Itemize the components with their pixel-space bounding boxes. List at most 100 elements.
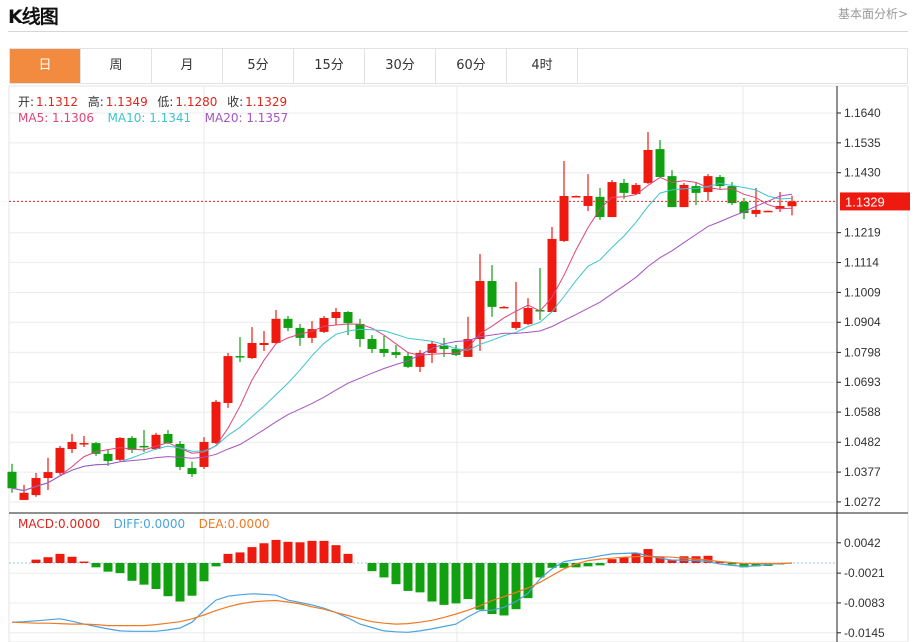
candle-body bbox=[139, 445, 149, 448]
candle bbox=[607, 180, 617, 218]
candle-body bbox=[7, 471, 17, 489]
candle-body bbox=[619, 182, 629, 193]
candle-body bbox=[547, 238, 557, 313]
candle-body bbox=[367, 339, 377, 349]
price-tick-label: 1.1640 bbox=[844, 106, 881, 120]
last-price-badge bbox=[840, 192, 910, 211]
candle bbox=[127, 435, 137, 454]
macd-bar bbox=[751, 563, 761, 567]
tab-4hour[interactable]: 4时 bbox=[507, 49, 578, 83]
macd-bar bbox=[391, 563, 401, 585]
candle-body bbox=[331, 312, 341, 318]
last-price-label: 1.1329 bbox=[845, 194, 885, 209]
tab-30min[interactable]: 30分 bbox=[365, 49, 436, 83]
tab-60min[interactable]: 60分 bbox=[436, 49, 507, 83]
price-tick-label: 1.0798 bbox=[844, 345, 881, 359]
candle bbox=[451, 344, 461, 357]
macd-bar bbox=[475, 563, 485, 610]
candle-body bbox=[499, 306, 509, 309]
tab-day[interactable]: 日 bbox=[10, 49, 81, 83]
candle-body bbox=[475, 281, 485, 340]
price-tick-label: 1.0693 bbox=[844, 375, 881, 389]
fundamental-analysis-link[interactable]: 基本面分析> bbox=[837, 7, 908, 21]
candle-body bbox=[679, 184, 689, 208]
candle bbox=[619, 178, 629, 199]
candle bbox=[487, 265, 497, 317]
open-value: 1.1312 bbox=[36, 95, 79, 109]
candle-body bbox=[523, 308, 533, 324]
candle-body bbox=[163, 433, 173, 444]
candle bbox=[175, 441, 185, 471]
candle-body bbox=[727, 186, 737, 204]
candle bbox=[31, 472, 41, 497]
close-label: 收: bbox=[227, 95, 244, 109]
candle bbox=[79, 435, 89, 448]
candle-body bbox=[739, 201, 749, 214]
tab-15min[interactable]: 15分 bbox=[294, 49, 365, 83]
candle-body bbox=[655, 149, 665, 177]
macd-bar bbox=[307, 540, 317, 563]
candle bbox=[391, 344, 401, 359]
candle bbox=[355, 318, 365, 347]
candle bbox=[571, 195, 581, 198]
candle-body bbox=[451, 348, 461, 355]
candle bbox=[679, 182, 689, 208]
candle bbox=[7, 463, 17, 493]
candle bbox=[319, 315, 329, 334]
candle-body bbox=[559, 196, 569, 241]
candle bbox=[67, 433, 77, 454]
macd-tick-label: -0.0021 bbox=[844, 566, 885, 580]
candle-body bbox=[583, 196, 593, 206]
candle bbox=[475, 254, 485, 351]
candle bbox=[367, 335, 377, 353]
candle-body bbox=[187, 468, 197, 475]
macd-bar bbox=[343, 553, 353, 563]
candle bbox=[643, 132, 653, 185]
macd-bar bbox=[127, 563, 137, 581]
candle bbox=[427, 341, 437, 363]
macd-bar bbox=[571, 563, 581, 568]
macd-bar bbox=[559, 563, 569, 568]
macd-bar bbox=[103, 563, 113, 572]
macd-bar bbox=[259, 543, 269, 563]
macd-bar bbox=[331, 545, 341, 563]
candle-body bbox=[667, 176, 677, 208]
tab-week[interactable]: 周 bbox=[81, 49, 152, 83]
candle-body bbox=[439, 345, 449, 349]
candle bbox=[115, 437, 125, 461]
candle bbox=[403, 352, 413, 369]
candle-body bbox=[715, 176, 725, 187]
low-value: 1.1280 bbox=[175, 95, 218, 109]
tab-5min[interactable]: 5分 bbox=[223, 49, 294, 83]
candle bbox=[559, 161, 569, 243]
candle bbox=[463, 316, 473, 357]
candle-body bbox=[223, 356, 233, 403]
macd-bar bbox=[367, 563, 377, 572]
candle bbox=[55, 445, 65, 475]
macd-bar bbox=[727, 563, 737, 565]
candle bbox=[655, 140, 665, 177]
candle bbox=[91, 441, 101, 456]
candle-body bbox=[283, 318, 293, 328]
candle bbox=[499, 306, 509, 309]
candle bbox=[259, 331, 269, 351]
candle-body bbox=[115, 437, 125, 460]
macd-bar bbox=[547, 563, 557, 568]
candle-body bbox=[79, 443, 89, 445]
candle bbox=[199, 437, 209, 469]
candle bbox=[751, 188, 761, 218]
tab-month[interactable]: 月 bbox=[152, 49, 223, 83]
candle bbox=[535, 267, 545, 320]
candle bbox=[235, 337, 245, 363]
candle-body bbox=[607, 182, 617, 218]
candle-body bbox=[247, 342, 257, 359]
macd-bar bbox=[415, 563, 425, 593]
open-label: 开: bbox=[18, 95, 35, 109]
candle-body bbox=[319, 317, 329, 332]
page-title: K线图 bbox=[8, 6, 59, 28]
ohlc-legend: 开: 1.1312 高: 1.1349 低: 1.1280 收: 1.1329 bbox=[18, 93, 289, 110]
ma5-value: MA5: 1.1306 bbox=[18, 111, 95, 125]
candle bbox=[763, 210, 773, 213]
macd-bar bbox=[499, 563, 509, 616]
